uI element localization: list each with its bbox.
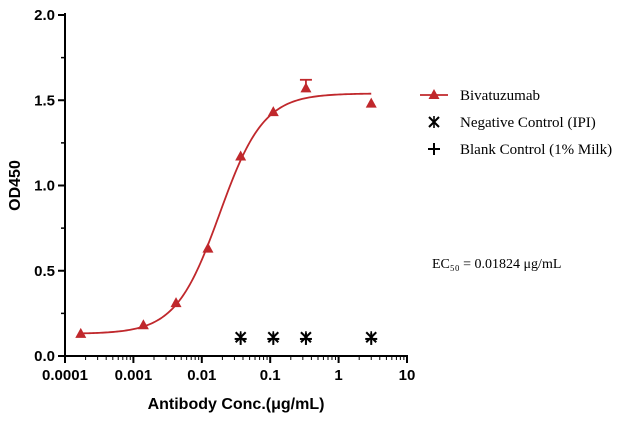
data-point bbox=[267, 331, 280, 344]
legend-item: Bivatuzumab bbox=[420, 88, 540, 104]
data-point bbox=[267, 106, 279, 117]
axes: 0.0 0.5 1.0 1.5 2.0 0.0001 0.001 0.01 0.1 1 10 bbox=[34, 7, 415, 384]
x-tick-label: 0.001 bbox=[115, 367, 153, 384]
x-tick-label: 10 bbox=[399, 367, 416, 384]
legend-marker bbox=[428, 89, 440, 99]
data-point bbox=[365, 97, 377, 108]
fit-curves bbox=[80, 92, 372, 335]
data-point bbox=[365, 331, 377, 344]
y-tick-label: 0.5 bbox=[34, 263, 55, 280]
ec50-annotation: EC₅₀ = 0.01824 μg/mL bbox=[432, 257, 561, 272]
legend-item: Negative Control (IPI) bbox=[428, 115, 596, 131]
y-tick-label: 1.0 bbox=[34, 178, 55, 195]
legend-label: Negative Control (IPI) bbox=[460, 115, 596, 131]
legend-marker bbox=[428, 116, 440, 128]
data-point bbox=[75, 327, 87, 338]
data-point bbox=[300, 82, 312, 93]
data-marks bbox=[75, 78, 378, 345]
y-axis-title: OD450 bbox=[7, 160, 24, 211]
x-tick-label: 0.01 bbox=[187, 367, 216, 384]
legend-label: Bivatuzumab bbox=[460, 88, 540, 104]
legend-marker bbox=[428, 143, 440, 155]
y-tick-label: 0.0 bbox=[34, 348, 55, 365]
legend-item: Blank Control (1% Milk) bbox=[428, 142, 612, 158]
data-point bbox=[170, 297, 182, 308]
legend-label: Blank Control (1% Milk) bbox=[460, 142, 612, 158]
x-tick-label: 0.1 bbox=[260, 367, 281, 384]
y-tick-label: 1.5 bbox=[34, 92, 55, 109]
data-point bbox=[137, 319, 149, 330]
data-point bbox=[202, 242, 214, 253]
x-tick-label: 1 bbox=[334, 367, 342, 384]
data-point bbox=[234, 331, 247, 344]
data-point bbox=[300, 331, 312, 344]
x-tick-label: 0.0001 bbox=[42, 367, 88, 384]
x-axis-title: Antibody Conc.(μg/mL) bbox=[148, 396, 325, 413]
data-point bbox=[235, 150, 247, 161]
legend: Bivatuzumab Negative Control (IPI) Blank C… bbox=[420, 88, 612, 158]
fit-curve bbox=[80, 92, 372, 335]
y-tick-label: 2.0 bbox=[34, 7, 55, 24]
